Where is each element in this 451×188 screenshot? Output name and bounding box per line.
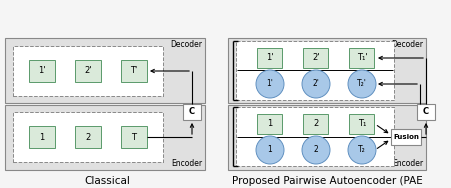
Text: 2: 2 xyxy=(313,120,318,129)
Text: 2': 2' xyxy=(312,54,319,62)
Text: 2: 2 xyxy=(85,133,90,142)
Bar xyxy=(235,107,393,166)
Bar xyxy=(303,114,328,134)
Bar xyxy=(5,105,205,170)
Text: Decoder: Decoder xyxy=(170,40,202,49)
Text: 1: 1 xyxy=(267,146,272,155)
Circle shape xyxy=(301,136,329,164)
Bar xyxy=(235,41,393,100)
Bar xyxy=(121,60,147,82)
Bar xyxy=(227,105,425,170)
Text: Proposed Pairwise Autoencoder (PAE: Proposed Pairwise Autoencoder (PAE xyxy=(231,176,421,186)
Text: 2: 2 xyxy=(313,146,318,155)
Bar xyxy=(349,114,374,134)
Text: C: C xyxy=(422,108,428,117)
Text: C: C xyxy=(189,108,195,117)
Text: Encoder: Encoder xyxy=(391,159,422,168)
Bar xyxy=(183,104,201,120)
Text: T₂': T₂' xyxy=(356,80,366,89)
Bar xyxy=(227,38,425,103)
Bar xyxy=(13,112,163,162)
Bar xyxy=(75,60,101,82)
Bar xyxy=(5,38,205,103)
Text: 2': 2' xyxy=(312,80,319,89)
Bar xyxy=(75,126,101,148)
Circle shape xyxy=(347,70,375,98)
Text: 1': 1' xyxy=(266,54,273,62)
Bar xyxy=(390,129,420,145)
Text: T: T xyxy=(131,133,136,142)
Bar xyxy=(257,48,282,68)
Bar xyxy=(349,48,374,68)
Bar xyxy=(257,114,282,134)
Text: 2': 2' xyxy=(84,67,92,76)
Bar xyxy=(416,104,434,120)
Text: 1': 1' xyxy=(266,80,273,89)
Circle shape xyxy=(255,70,283,98)
Text: Decoder: Decoder xyxy=(390,40,422,49)
Circle shape xyxy=(347,136,375,164)
Text: Classical
Seq2Seq Autoencoder: Classical Seq2Seq Autoencoder xyxy=(49,176,165,188)
Text: T₁': T₁' xyxy=(356,54,367,62)
Bar xyxy=(29,60,55,82)
Text: Fusion: Fusion xyxy=(392,134,418,140)
Text: T': T' xyxy=(130,67,137,76)
Bar xyxy=(13,46,163,96)
Bar xyxy=(121,126,147,148)
Text: 1': 1' xyxy=(38,67,46,76)
Text: 1: 1 xyxy=(39,133,45,142)
Text: T₂: T₂ xyxy=(357,146,365,155)
Bar xyxy=(29,126,55,148)
Text: 1: 1 xyxy=(267,120,272,129)
Circle shape xyxy=(301,70,329,98)
Bar xyxy=(303,48,328,68)
Text: Encoder: Encoder xyxy=(170,159,202,168)
Text: T₁: T₁ xyxy=(357,120,365,129)
Circle shape xyxy=(255,136,283,164)
